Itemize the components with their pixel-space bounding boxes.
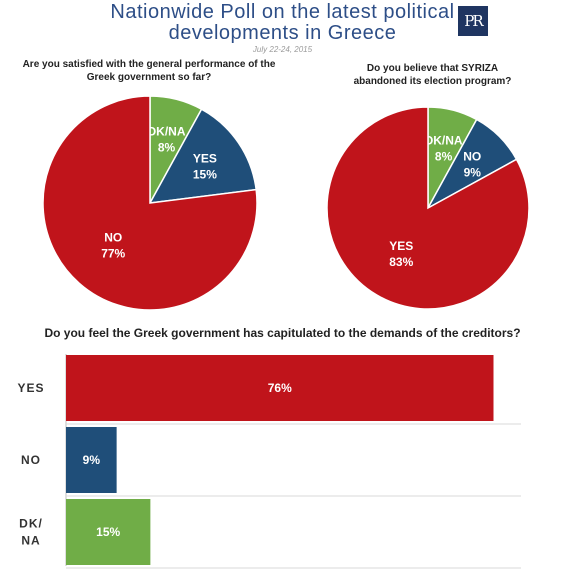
pie2-slice-yes: [326, 106, 530, 310]
pie1-label-yes: YES: [193, 152, 217, 166]
pr-logo: PR: [458, 6, 488, 36]
pie2-question-line2: abandoned its election program?: [353, 76, 512, 87]
pie-chart-satisfaction: DK/NA 8% YES 15% NO 77%: [42, 95, 258, 311]
bar-category-label-dkna: DK/: [19, 517, 43, 531]
bar-no: [66, 427, 117, 493]
bar-question: Do you feel the Greek government has cap…: [44, 326, 521, 340]
bar-value-dkna: 15%: [96, 525, 120, 539]
pie1-label-no: NO: [104, 231, 122, 245]
pie2-value-yes: 83%: [389, 255, 413, 269]
pie2-question-line1: Do you believe that SYRIZA: [366, 63, 499, 74]
bar-category-label-dkna: NA: [21, 534, 40, 548]
pie2-label-yes: YES: [389, 239, 413, 253]
pie1-value-yes: 15%: [193, 168, 217, 182]
bar-yes: [66, 355, 494, 421]
pie1-slice-yes: [148, 108, 257, 204]
pie-chart-syriza: DK/NA 8% NO 9% YES 83%: [326, 106, 530, 310]
pie1-question-line1: Are you satisfied with the general perfo…: [22, 59, 276, 70]
pie1-slice-no: [42, 95, 258, 311]
pie2-question: Do you believe that SYRIZA abandoned its…: [330, 62, 535, 88]
pie2-value-no: 9%: [464, 166, 482, 180]
bar-category-label-yes: YES: [17, 381, 44, 395]
pie1-value-no: 77%: [101, 247, 125, 261]
poll-title-line2: developments in Greece: [168, 22, 397, 44]
pie1-question: Are you satisfied with the general perfo…: [0, 58, 298, 84]
pie1-question-line2: Greek government so far?: [86, 72, 212, 83]
bar-value-no: 9%: [83, 453, 101, 467]
poll-date: July 22-24, 2015: [252, 45, 313, 54]
pie2-label-dkna: DK/NA: [425, 133, 463, 147]
pie1-value-dkna: 8%: [158, 141, 176, 155]
pie1-label-dkna: DK/NA: [147, 125, 185, 139]
bar-category-label-no: NO: [21, 453, 41, 467]
poll-title: Nationwide Poll on the latest political …: [0, 2, 565, 44]
bar-dkna: [66, 499, 151, 565]
poll-title-line1: Nationwide Poll on the latest political: [110, 1, 455, 23]
pie2-label-no: NO: [463, 150, 481, 164]
pie2-value-dkna: 8%: [435, 149, 453, 163]
bar-value-yes: 76%: [268, 381, 292, 395]
